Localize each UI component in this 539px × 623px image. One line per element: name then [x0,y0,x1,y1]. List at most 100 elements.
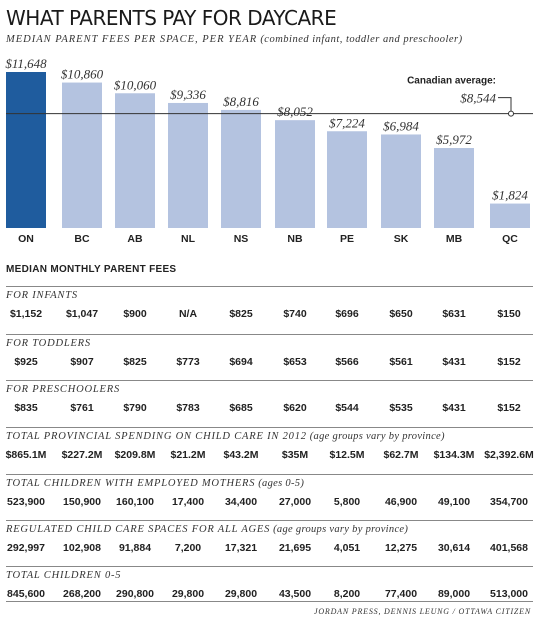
table-cell: $150 [497,308,521,320]
table-cell: 17,400 [171,496,205,508]
section-title-text: FOR TODDLERS [6,338,91,349]
table-cell: $535 [389,402,413,414]
chart-subtitle: MEDIAN PARENT FEES PER SPACE, PER YEAR (… [6,34,463,45]
average-leader [498,97,512,114]
chart-title: WHAT PARENTS PAY FOR DAYCARE [6,6,337,30]
table-cell: 91,884 [118,542,152,554]
category-label: ON [18,233,34,245]
table-cell: $12.5M [329,449,365,461]
table-cell: $544 [335,402,359,414]
table-cell: $152 [497,356,521,368]
section-title: FOR PRESCHOOLERS [6,384,120,395]
subtitle-main: MEDIAN PARENT FEES PER SPACE, PER YEAR [6,34,258,45]
section-title-text: REGULATED CHILD CARE SPACES FOR ALL AGES [6,524,271,535]
average-value: $8,544 [460,91,496,106]
bar-value-label: $8,052 [277,104,313,119]
annual-fees-bar-chart: $11,648 ON $10,860 BC $10,060 AB $9,336 NL $8,81… [5,56,533,245]
section-title: TOTAL PROVINCIAL SPENDING ON CHILD CARE … [6,431,445,442]
bar-value-label: $9,336 [170,87,206,102]
table-cell: $62.7M [383,449,419,461]
section-title-text: FOR INFANTS [6,290,78,301]
table-cell: $566 [335,356,359,368]
table-row: 292,997 102,908 91,884 7,200 17,321 21,695 4,0… [0,542,539,556]
bar-value-label: $11,648 [5,56,47,71]
credit-line: JORDAN PRESS, DENNIS LEUNG / OTTAWA CITI… [313,607,531,616]
category-label: NS [234,233,249,245]
table-cell: $209.8M [114,449,156,461]
table-cell: 89,000 [437,588,471,600]
table-cell: $865.1M [5,449,47,461]
bar-value-label: $10,860 [61,67,104,82]
table-cell: 290,800 [116,588,154,600]
table-cell: 77,400 [384,588,418,600]
table-cell: N/A [178,308,198,320]
table-cell: $134.3M [433,449,475,461]
table-row: $835 $761 $790 $783 $685 $620 $544 $535 $431 $152 [0,402,539,416]
table-cell: $43.2M [223,449,259,461]
table-cell: $694 [229,356,253,368]
table-cell: 29,800 [224,588,258,600]
section-title-text: TOTAL PROVINCIAL SPENDING ON CHILD CARE … [6,431,307,442]
table-cell: $2,392.6M [484,449,534,461]
category-label: QC [502,233,518,245]
table-cell: 30,614 [437,542,471,554]
table-cell: $825 [123,356,147,368]
table-cell: $227.2M [61,449,103,461]
table-cell: 4,051 [333,542,361,554]
bar-value-label: $5,972 [436,132,472,147]
bar-value-label: $10,060 [114,77,157,92]
table-cell: 102,908 [63,542,101,554]
section-title-text: FOR PRESCHOOLERS [6,384,120,395]
table-cell: 8,200 [333,588,361,600]
section-rule [6,286,533,287]
section-title: TOTAL CHILDREN WITH EMPLOYED MOTHERS (ag… [6,478,304,489]
table-cell: 513,000 [490,588,528,600]
table-cell: 43,500 [278,588,312,600]
bar-value-label: $8,816 [223,94,259,109]
table-cell: 7,200 [174,542,202,554]
table-cell: $1,152 [9,308,43,320]
table-cell: 5,800 [333,496,361,508]
section-rule [6,566,533,567]
average-marker [508,110,514,117]
table-cell: 49,100 [437,496,471,508]
table-cell: 150,900 [63,496,101,508]
table-cell: $21.2M [170,449,206,461]
monthly-fees-heading: MEDIAN MONTHLY PARENT FEES [6,264,177,275]
table-cell: 29,800 [171,588,205,600]
section-note: (ages 0-5) [255,478,305,489]
table-cell: 27,000 [278,496,312,508]
bar-ab [115,93,155,228]
table-cell: $783 [176,402,200,414]
table-cell: $900 [123,308,147,320]
category-label: NL [181,233,196,245]
table-row: 523,900 150,900 160,100 17,400 34,400 27,000 5… [0,496,539,510]
table-cell: 523,900 [7,496,45,508]
table-cell: $740 [283,308,307,320]
category-label: SK [394,233,409,245]
bar-nb [275,120,315,228]
section-rule [6,520,533,521]
category-label: BC [74,233,90,245]
table-cell: $825 [229,308,253,320]
section-title-text: TOTAL CHILDREN 0-5 [6,570,122,581]
section-title: REGULATED CHILD CARE SPACES FOR ALL AGES… [6,524,408,535]
table-cell: $431 [442,402,466,414]
section-note: (age groups vary by province) [306,431,445,442]
table-cell: $761 [70,402,94,414]
table-cell: $696 [335,308,359,320]
table-cell: $1,047 [65,308,99,320]
subtitle-note: (combined infant, toddler and preschoole… [260,34,463,45]
section-note: (age groups vary by province) [270,524,409,535]
table-row: $1,152 $1,047 $900 N/A $825 $740 $696 $650 $631 $… [0,308,539,322]
table-cell: $907 [70,356,94,368]
bar-value-label: $7,224 [329,115,365,130]
bar-qc [490,203,530,228]
table-cell: 46,900 [384,496,418,508]
table-cell: 845,600 [7,588,45,600]
average-label: Canadian average: [407,76,496,87]
bottom-rule [6,601,533,602]
table-cell: 268,200 [63,588,101,600]
table-cell: $835 [14,402,38,414]
section-rule [6,474,533,475]
